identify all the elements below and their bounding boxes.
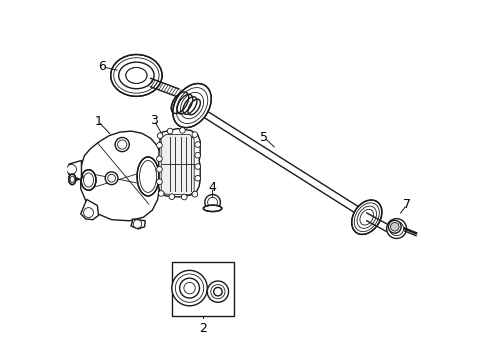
Circle shape — [83, 208, 93, 217]
Ellipse shape — [171, 92, 188, 113]
Circle shape — [156, 179, 162, 185]
Text: 7: 7 — [402, 198, 410, 211]
Circle shape — [115, 138, 129, 152]
Circle shape — [386, 219, 406, 238]
Circle shape — [66, 165, 76, 174]
Circle shape — [388, 221, 403, 236]
Text: 6: 6 — [98, 60, 106, 73]
Polygon shape — [162, 136, 193, 194]
Ellipse shape — [183, 97, 197, 114]
Circle shape — [181, 194, 187, 200]
Circle shape — [133, 220, 142, 228]
Ellipse shape — [172, 84, 211, 128]
Circle shape — [169, 194, 174, 199]
Circle shape — [387, 220, 400, 233]
Circle shape — [213, 287, 222, 296]
Ellipse shape — [110, 54, 162, 96]
Ellipse shape — [125, 67, 147, 84]
Bar — [171, 261, 233, 316]
Circle shape — [107, 174, 115, 182]
Circle shape — [192, 192, 197, 197]
Polygon shape — [68, 161, 81, 180]
Circle shape — [105, 172, 118, 185]
Ellipse shape — [81, 170, 96, 190]
Circle shape — [156, 143, 162, 148]
Text: 3: 3 — [150, 114, 158, 127]
Circle shape — [183, 283, 195, 294]
Polygon shape — [159, 129, 200, 197]
Text: 2: 2 — [198, 322, 206, 335]
Circle shape — [118, 140, 126, 149]
Ellipse shape — [203, 205, 222, 212]
Ellipse shape — [68, 174, 76, 185]
Circle shape — [158, 191, 163, 196]
Circle shape — [171, 270, 207, 306]
Text: 4: 4 — [208, 181, 216, 194]
Circle shape — [207, 197, 217, 207]
Circle shape — [195, 142, 200, 147]
Circle shape — [192, 132, 197, 138]
Circle shape — [179, 127, 185, 133]
Circle shape — [195, 164, 200, 169]
Polygon shape — [81, 199, 98, 220]
Polygon shape — [81, 131, 161, 221]
Circle shape — [210, 284, 224, 299]
Ellipse shape — [137, 157, 159, 196]
Circle shape — [156, 156, 162, 162]
Circle shape — [156, 167, 162, 172]
Circle shape — [195, 175, 200, 181]
Circle shape — [157, 133, 163, 139]
Circle shape — [175, 274, 203, 302]
Ellipse shape — [351, 200, 381, 234]
Text: 1: 1 — [94, 115, 102, 128]
Circle shape — [167, 128, 173, 134]
Circle shape — [195, 152, 200, 158]
Text: 5: 5 — [260, 131, 267, 144]
Circle shape — [204, 194, 220, 210]
Circle shape — [179, 278, 199, 298]
Polygon shape — [131, 219, 145, 229]
Ellipse shape — [187, 99, 200, 115]
Circle shape — [390, 222, 398, 231]
Circle shape — [207, 281, 228, 302]
Ellipse shape — [177, 94, 192, 114]
